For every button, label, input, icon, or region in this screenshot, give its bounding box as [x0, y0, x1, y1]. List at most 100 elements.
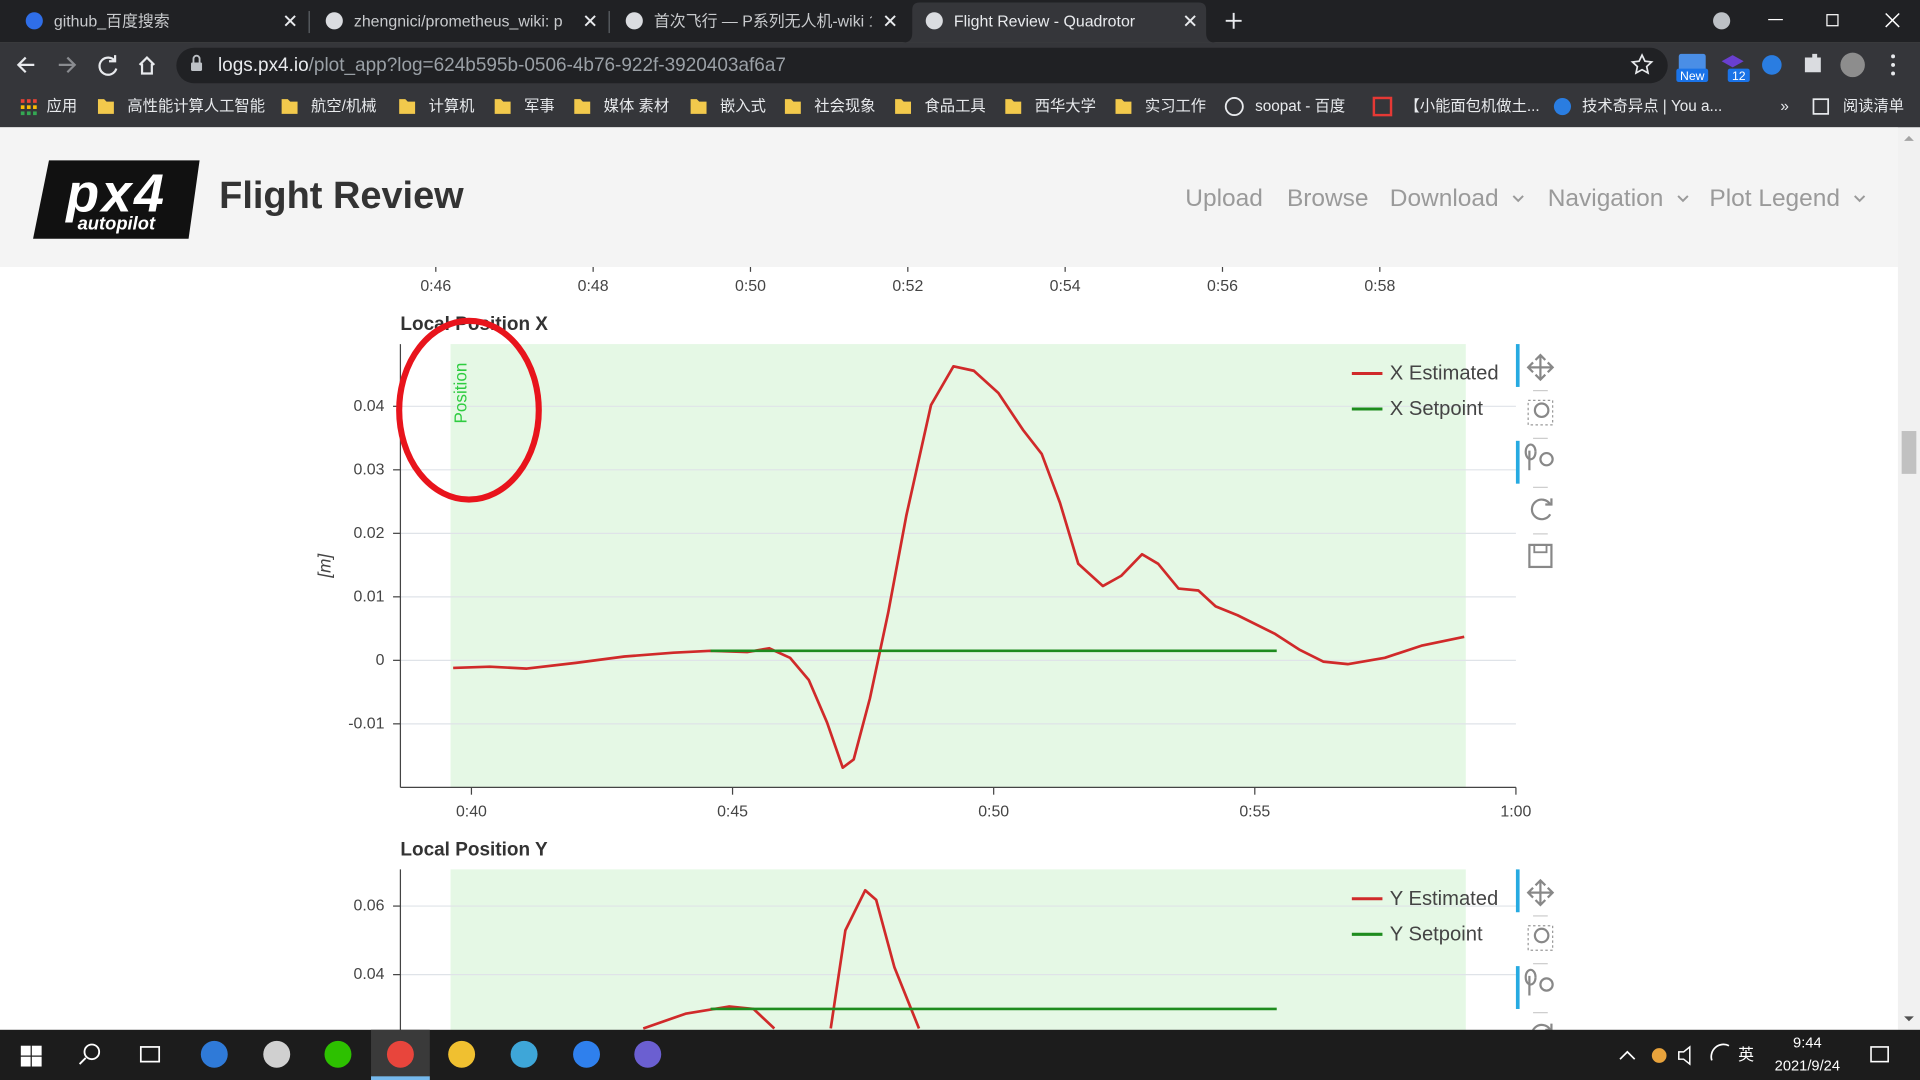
- task-view[interactable]: [139, 1046, 161, 1063]
- tab[interactable]: 首次飞行 — P系列无人机-wiki 1: [625, 12, 896, 31]
- tray-time[interactable]: 9:44: [1793, 1035, 1822, 1051]
- tab-close[interactable]: [584, 15, 596, 27]
- tab-close[interactable]: [284, 15, 296, 27]
- scrollbar-thumb[interactable]: [1901, 431, 1917, 474]
- taskbar-app[interactable]: [386, 1040, 414, 1068]
- nav-link[interactable]: Plot Legend: [1709, 185, 1840, 212]
- bookmark[interactable]: 军事: [494, 98, 555, 115]
- tab[interactable]: Flight Review - Quadrotor: [902, 2, 1216, 43]
- extensions-icon[interactable]: [1804, 53, 1821, 73]
- bookmark[interactable]: soopat - 百度: [1224, 97, 1346, 117]
- plot-title: Local Position X: [400, 314, 548, 335]
- scroll-up[interactable]: [1904, 135, 1914, 141]
- y-tick-label: 0.06: [354, 898, 385, 915]
- legend-label: X Estimated: [1390, 362, 1499, 384]
- folder-icon: [1005, 99, 1022, 114]
- bookmark[interactable]: 应用: [20, 97, 77, 116]
- tool-wheel-zoom-lens: [1539, 451, 1554, 467]
- home-button[interactable]: [138, 55, 156, 75]
- back-button[interactable]: [16, 56, 35, 74]
- bookmark[interactable]: 高性能计算人工智能: [97, 97, 265, 115]
- tab-close[interactable]: [1184, 15, 1196, 27]
- tray-chevron[interactable]: [1619, 1050, 1636, 1060]
- folder-icon: [494, 99, 511, 114]
- bookmark[interactable]: »: [1780, 98, 1789, 115]
- tray-date[interactable]: 2021/9/24: [1775, 1059, 1840, 1075]
- bookmark[interactable]: 嵌入式: [690, 98, 766, 115]
- tray-wifi[interactable]: [1710, 1043, 1730, 1061]
- logo-badge: [33, 160, 200, 239]
- nav-link[interactable]: Browse: [1287, 185, 1369, 212]
- bookmark-label: 【小能面包机做土...: [1404, 98, 1539, 115]
- taskbar-app[interactable]: [200, 1040, 228, 1068]
- folder-icon: [784, 99, 801, 114]
- start-logo: [31, 1056, 42, 1067]
- taskbar-app[interactable]: [263, 1040, 291, 1068]
- bookmark[interactable]: 社会现象: [784, 98, 876, 115]
- bookmark[interactable]: 航空/机械: [281, 98, 377, 115]
- notification-icon[interactable]: [1870, 1046, 1889, 1063]
- bookmark[interactable]: 【小能面包机做土...: [1372, 96, 1540, 117]
- x-tick-label: 0:48: [578, 278, 609, 295]
- taskbar-app[interactable]: [573, 1040, 600, 1068]
- ext-icon-2[interactable]: [1721, 55, 1744, 68]
- ext-icon-1[interactable]: [1678, 53, 1706, 72]
- url-path: /plot_app?log=624b595b-0506-4b76-922f-39…: [309, 54, 786, 75]
- bookmark[interactable]: 食品工具: [895, 98, 986, 115]
- bookmark-star[interactable]: [1630, 53, 1654, 75]
- profile-avatar[interactable]: [1840, 52, 1865, 78]
- bookmark[interactable]: 媒体 素材: [574, 98, 669, 115]
- url-host: logs.px4.io: [218, 54, 309, 75]
- taskbar: [0, 1029, 1920, 1080]
- logo-sub: autopilot: [78, 212, 156, 233]
- tool-pan[interactable]: [1526, 353, 1555, 382]
- bookmark[interactable]: 实习工作: [1115, 98, 1207, 115]
- bookmark-label: soopat - 百度: [1255, 98, 1345, 115]
- reload-button[interactable]: [98, 55, 118, 76]
- x-tick-label: 0:46: [420, 278, 451, 295]
- nav-link[interactable]: Upload: [1185, 185, 1263, 212]
- taskbar-app[interactable]: [634, 1040, 662, 1068]
- scroll-down[interactable]: [1904, 1016, 1914, 1022]
- apps-dot: [33, 111, 37, 116]
- tab-close[interactable]: [884, 15, 896, 27]
- bookmark[interactable]: 西华大学: [1005, 98, 1096, 115]
- window-restore[interactable]: [1826, 14, 1839, 27]
- folder-icon: [895, 99, 912, 114]
- bookmark[interactable]: 计算机: [399, 97, 474, 115]
- tool-wheel-zoom[interactable]: [1524, 968, 1537, 996]
- highlight-label: Position: [450, 363, 470, 424]
- taskbar-app[interactable]: [448, 1040, 476, 1068]
- tool-reset[interactable]: [1530, 498, 1553, 521]
- nav-link[interactable]: Download: [1390, 185, 1499, 212]
- x-tick-label: 0:56: [1207, 278, 1238, 295]
- tool-box-zoom[interactable]: [1527, 925, 1554, 951]
- ext-icon-3[interactable]: [1762, 55, 1782, 75]
- bookmark-label: 嵌入式: [720, 98, 766, 115]
- tray-language[interactable]: 英: [1738, 1046, 1754, 1064]
- search-icon[interactable]: [83, 1043, 101, 1061]
- tool-box-zoom[interactable]: [1527, 399, 1554, 426]
- forward-button[interactable]: [58, 56, 77, 74]
- y-tick-label: 0: [376, 652, 385, 669]
- tab[interactable]: zhengnici/prometheus_wiki: p: [325, 11, 610, 34]
- window-close[interactable]: [1885, 12, 1900, 28]
- bookmark[interactable]: 技术奇异点 | You a...: [1553, 97, 1722, 116]
- taskbar-app[interactable]: [324, 1040, 352, 1068]
- tab-title: github_百度搜索: [54, 13, 170, 31]
- tool-pan[interactable]: [1526, 878, 1555, 907]
- new-tab-button[interactable]: [1225, 12, 1242, 29]
- start-logo: [20, 1045, 31, 1056]
- tool-wheel-zoom[interactable]: [1524, 443, 1537, 471]
- menu-dot: [1891, 54, 1896, 59]
- tab-search[interactable]: [1713, 12, 1731, 30]
- taskbar-app[interactable]: [510, 1040, 538, 1068]
- omnibox[interactable]: [176, 47, 1668, 84]
- tab[interactable]: github_百度搜索: [25, 11, 310, 34]
- nav-link[interactable]: Navigation: [1548, 185, 1664, 212]
- tray-volume[interactable]: [1678, 1045, 1691, 1066]
- bookmark-label: 西华大学: [1035, 98, 1096, 115]
- bookmark[interactable]: 阅读清单: [1812, 98, 1904, 115]
